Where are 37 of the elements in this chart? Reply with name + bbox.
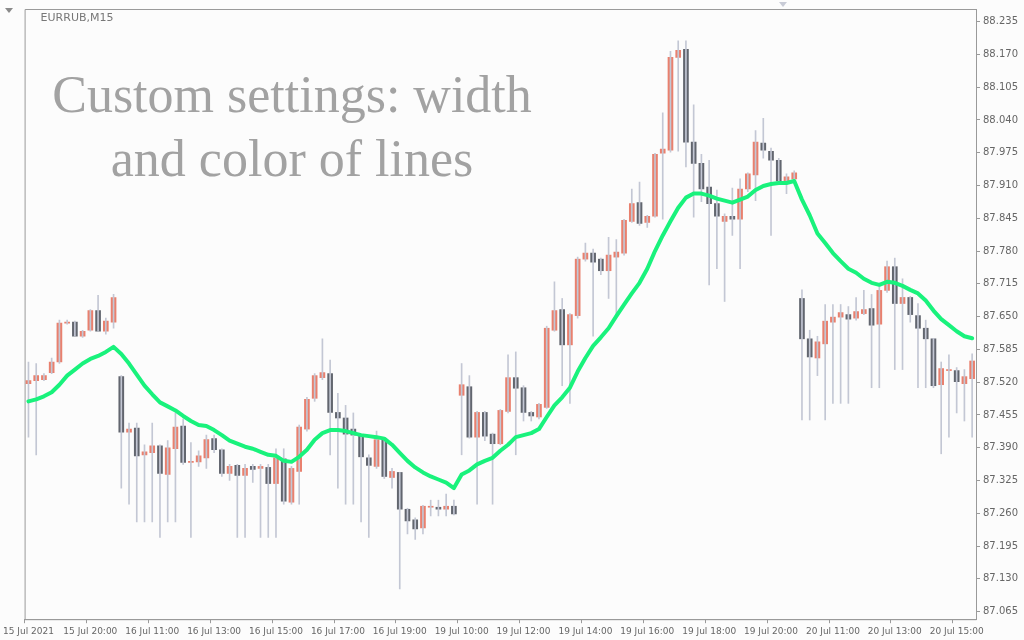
chart-title: EURRUB,M15: [40, 10, 114, 24]
x-tick-label: 16 Jul 11:00: [125, 625, 180, 636]
x-tick-label: 16 Jul 17:00: [310, 625, 366, 636]
y-tick-label: 88.040: [983, 113, 1018, 125]
y-tick-label: 87.585: [983, 342, 1018, 354]
y-tick-label: 88.105: [983, 80, 1018, 92]
y-tick-label: 87.065: [983, 605, 1018, 617]
annotation: Custom settings: width and color of lines: [52, 66, 532, 187]
x-tick-label: 19 Jul 18:00: [682, 625, 737, 636]
y-tick-label: 88.170: [983, 47, 1018, 59]
y-tick-label: 87.975: [983, 146, 1018, 158]
y-tick-label: 87.780: [983, 244, 1018, 256]
y-tick-label: 87.845: [983, 211, 1018, 223]
x-tick-label: 15 Jul 20:00: [63, 625, 118, 636]
x-tick-label: 20 Jul 13:00: [867, 625, 923, 636]
x-tick-label: 20 Jul 15:00: [929, 625, 984, 636]
y-tick-label: 87.520: [983, 375, 1018, 387]
x-tick-label: 16 Jul 19:00: [372, 625, 427, 636]
y-tick-label: 87.650: [983, 310, 1018, 322]
y-tick-label: 87.390: [983, 441, 1018, 453]
x-tick-label: 15 Jul 2021: [3, 625, 54, 636]
y-tick-label: 87.715: [983, 277, 1018, 289]
y-tick-label: 87.325: [983, 474, 1018, 486]
x-tick-label: 16 Jul 15:00: [249, 625, 304, 636]
x-tick-label: 16 Jul 13:00: [187, 625, 242, 636]
x-tick-label: 19 Jul 20:00: [744, 625, 799, 636]
x-tick-label: 19 Jul 10:00: [434, 625, 489, 636]
y-tick-label: 87.260: [983, 506, 1018, 518]
x-tick-label: 20 Jul 11:00: [805, 625, 861, 636]
y-tick-label: 87.130: [983, 572, 1018, 584]
y-tick-label: 87.455: [983, 408, 1018, 420]
y-tick-label: 87.195: [983, 539, 1018, 551]
y-tick-label: 88.235: [983, 15, 1018, 27]
x-tick-label: 19 Jul 14:00: [558, 625, 613, 636]
x-tick-label: 19 Jul 16:00: [620, 625, 675, 636]
y-tick-label: 87.910: [983, 179, 1018, 191]
x-tick-label: 19 Jul 12:00: [496, 625, 551, 636]
